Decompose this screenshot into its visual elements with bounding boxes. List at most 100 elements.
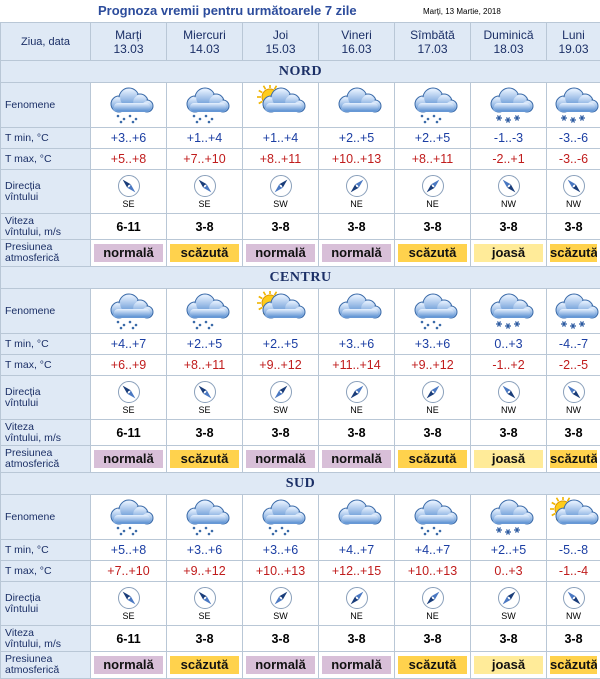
pressure-badge: normală <box>94 450 163 468</box>
compass-icon <box>319 380 394 404</box>
wind-direction-label-text-2: vîntului <box>5 397 38 409</box>
wind-speed-value: 3-8 <box>319 214 395 240</box>
pressure-cell: scăzută <box>547 240 600 267</box>
pressure-cell: scăzută <box>167 446 243 473</box>
day-date: 19.03 <box>558 42 588 56</box>
phenomena-label-text: Fenomene <box>5 511 55 523</box>
wind-direction-text: SW <box>471 611 546 621</box>
weather-cell <box>395 289 471 334</box>
wind-direction-cell: NE <box>319 170 395 214</box>
pressure-cell: joasă <box>471 446 547 473</box>
wind-speed-label-text-2: vîntului, m/s <box>5 638 61 650</box>
tmin-value: +3..+6 <box>243 540 319 561</box>
rain-cloud-icon <box>395 497 470 537</box>
weather-cell <box>243 83 319 128</box>
phenomena-label-text: Fenomene <box>5 99 55 111</box>
tmax-value: +10..+13 <box>243 561 319 582</box>
wind-direction-cell: NE <box>395 376 471 420</box>
compass-icon <box>547 174 600 198</box>
wind-direction-text: NE <box>319 611 394 621</box>
weather-cell <box>547 495 600 540</box>
tmin-value: +2..+5 <box>319 128 395 149</box>
tmax-value: +9..+12 <box>243 355 319 376</box>
pressure-label-text-2: atmosferică <box>5 458 59 470</box>
weather-cell <box>91 289 167 334</box>
rain-cloud-icon <box>91 497 166 537</box>
tmax-value: +8..+11 <box>243 149 319 170</box>
wind-speed-value: 3-8 <box>395 214 471 240</box>
tmin-value: -1..-3 <box>471 128 547 149</box>
tmax-value: +9..+12 <box>167 561 243 582</box>
region-row: CENTRU <box>1 267 600 289</box>
weather-cell <box>167 83 243 128</box>
pressure-badge: normală <box>322 244 391 262</box>
pressure-badge: normală <box>322 656 391 674</box>
tmin-value: +2..+5 <box>243 334 319 355</box>
wind-direction-text: NW <box>547 199 600 209</box>
wind-speed-value: 3-8 <box>395 626 471 652</box>
wind-speed-value: 3-8 <box>167 420 243 446</box>
wind-direction-label-text-2: vîntului <box>5 191 38 203</box>
wind-direction-cell: NW <box>547 376 600 420</box>
day-name: Marți <box>115 28 142 42</box>
tmin-row: T min, °C+5..+8+3..+6+3..+6+4..+7+4..+7+… <box>1 540 600 561</box>
wind-direction-cell: SE <box>167 170 243 214</box>
tmax-value: -1..-4 <box>547 561 600 582</box>
rain-cloud-icon <box>91 291 166 331</box>
day-name: Luni <box>562 28 585 42</box>
wind-speed-value: 3-8 <box>471 626 547 652</box>
pressure-badge: scăzută <box>550 656 597 674</box>
pressure-cell: normală <box>243 240 319 267</box>
wind-direction-text: NW <box>547 405 600 415</box>
tmax-value: +7..+10 <box>91 561 167 582</box>
phenomena-row: Fenomene <box>1 83 600 128</box>
pressure-badge: scăzută <box>398 656 467 674</box>
weather-cell <box>91 83 167 128</box>
weather-cell <box>319 495 395 540</box>
wind-speed-value: 3-8 <box>471 214 547 240</box>
tmin-value: +3..+6 <box>319 334 395 355</box>
tmin-value: +1..+4 <box>243 128 319 149</box>
tmax-value: -3..-6 <box>547 149 600 170</box>
wind-direction-cell: NW <box>547 582 600 626</box>
pressure-badge: normală <box>94 244 163 262</box>
region-title: NORD <box>1 61 600 83</box>
cloud-icon <box>319 291 394 331</box>
region-row: SUD <box>1 473 600 495</box>
region-row: NORD <box>1 61 600 83</box>
day-name: Joi <box>273 28 288 42</box>
tmax-value: +11..+14 <box>319 355 395 376</box>
pressure-cell: normală <box>91 446 167 473</box>
wind-direction-cell: NE <box>395 582 471 626</box>
pressure-cell: scăzută <box>167 240 243 267</box>
pressure-cell: normală <box>243 652 319 679</box>
pressure-cell: normală <box>91 240 167 267</box>
weather-cell <box>547 83 600 128</box>
wind-direction-cell: NE <box>319 582 395 626</box>
tmax-row: T max, °C+5..+8+7..+10+8..+11+10..+13+8.… <box>1 149 600 170</box>
compass-icon <box>167 174 242 198</box>
pressure-badge: normală <box>94 656 163 674</box>
day-date: 13.03 <box>113 42 143 56</box>
compass-icon <box>243 380 318 404</box>
compass-icon <box>395 586 470 610</box>
wind-direction-cell: SW <box>243 170 319 214</box>
tmax-label-text: T max, °C <box>5 153 52 165</box>
wind-direction-cell: SE <box>91 376 167 420</box>
tmax-row: T max, °C+6..+9+8..+11+9..+12+11..+14+9.… <box>1 355 600 376</box>
wind-speed-value: 3-8 <box>319 626 395 652</box>
compass-icon <box>319 174 394 198</box>
day-date: 15.03 <box>265 42 295 56</box>
